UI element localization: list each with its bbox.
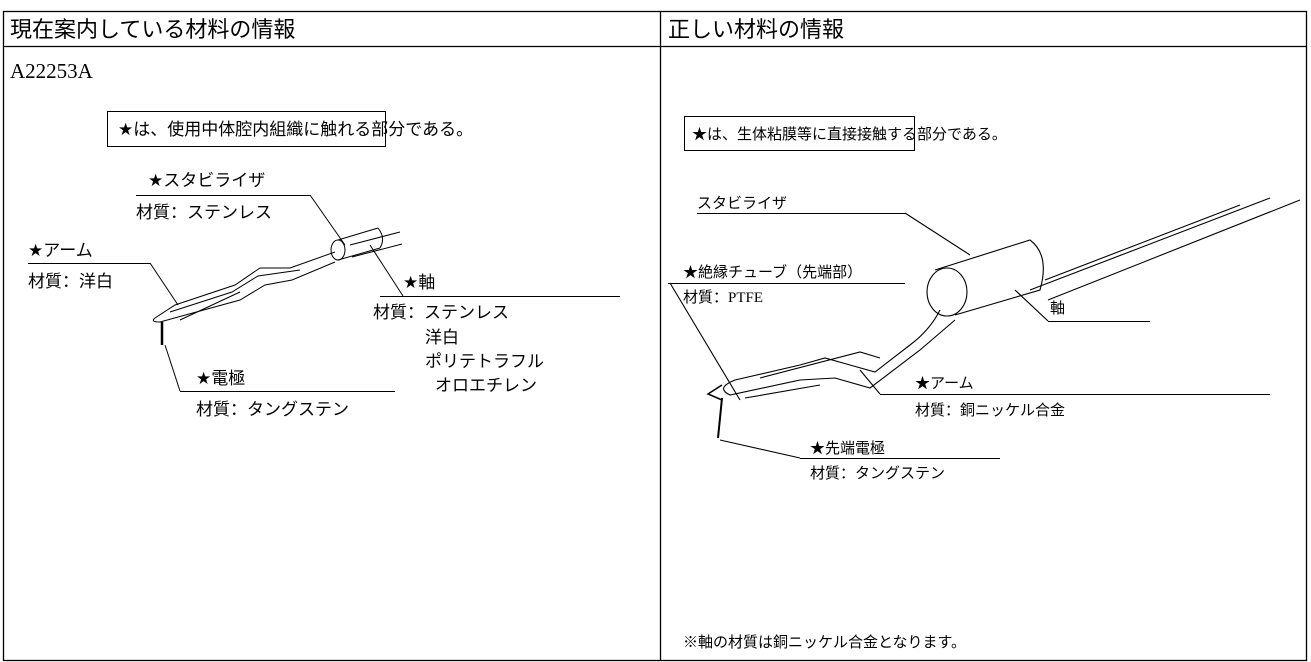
table-border — [2, 10, 1308, 662]
material-label: 材質：銅ニッケル合金 — [915, 401, 1065, 419]
part-label: ★軸 — [403, 273, 435, 293]
note: ★は、生体粘膜等に直接接触する部分である。 — [692, 125, 1007, 143]
part-label: スタビライザ — [697, 195, 787, 212]
note-box — [107, 111, 386, 147]
table-grid — [2, 10, 1308, 662]
material-label: 材質：タングステン — [196, 400, 349, 420]
header-cell: 正しい材料の情報 — [668, 18, 844, 43]
material-label: 材質：ステンレス — [136, 203, 272, 223]
part-label: ★先端電極 — [810, 440, 885, 457]
diagram-left — [28, 194, 620, 392]
material-label: オロエチレン — [435, 376, 537, 396]
note: ★は、使用中体腔内組織に触れる部分である。 — [118, 119, 473, 140]
part-label: ★アーム — [28, 241, 93, 261]
product-code: A22253A — [10, 59, 94, 83]
part-label: ★スタビライザ — [148, 171, 265, 191]
part-label: 軸 — [1050, 300, 1065, 317]
note-box — [684, 116, 915, 151]
material-label: 材質：タングステン — [810, 464, 945, 482]
material-label: 材質：PTFE — [683, 288, 763, 306]
part-label: ★アーム — [915, 376, 974, 392]
material-label: 材質：ステンレス — [373, 303, 509, 323]
material-label: 材質：洋白 — [28, 272, 113, 292]
footnote: ※軸の材質は銅ニッケル合金となります。 — [683, 633, 966, 651]
part-label: ★電極 — [196, 369, 245, 389]
material-label: 洋白 — [425, 328, 459, 348]
diagram-right — [668, 197, 1301, 460]
part-label: ★絶縁チューブ（先端部） — [683, 263, 862, 281]
material-label: ポリテトラフル — [425, 352, 544, 372]
header-cell: 現在案内している材料の情報 — [10, 18, 295, 43]
